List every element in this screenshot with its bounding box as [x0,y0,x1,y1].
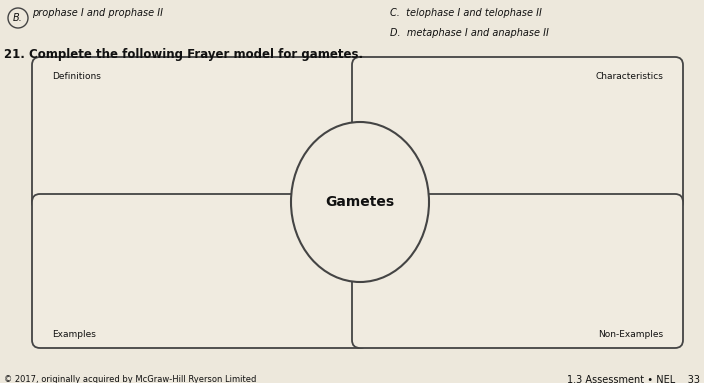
Text: Examples: Examples [52,330,96,339]
Text: C.  telophase I and telophase II: C. telophase I and telophase II [390,8,542,18]
Text: Gametes: Gametes [325,195,394,209]
FancyBboxPatch shape [32,194,368,348]
Text: 21. Complete the following Frayer model for gametes.: 21. Complete the following Frayer model … [4,48,363,61]
FancyBboxPatch shape [352,194,683,348]
Text: B.: B. [13,13,23,23]
Ellipse shape [291,122,429,282]
Text: D.  metaphase I and anaphase II: D. metaphase I and anaphase II [390,28,549,38]
Text: 1.3 Assessment • NEL    33: 1.3 Assessment • NEL 33 [567,375,700,383]
Text: Definitions: Definitions [52,72,101,81]
Text: © 2017, originally acquired by McGraw-Hill Ryerson Limited: © 2017, originally acquired by McGraw-Hi… [4,375,256,383]
Text: prophase I and prophase II: prophase I and prophase II [32,8,163,18]
Text: Characteristics: Characteristics [595,72,663,81]
Text: Non-Examples: Non-Examples [598,330,663,339]
FancyBboxPatch shape [352,57,683,210]
FancyBboxPatch shape [32,57,368,210]
